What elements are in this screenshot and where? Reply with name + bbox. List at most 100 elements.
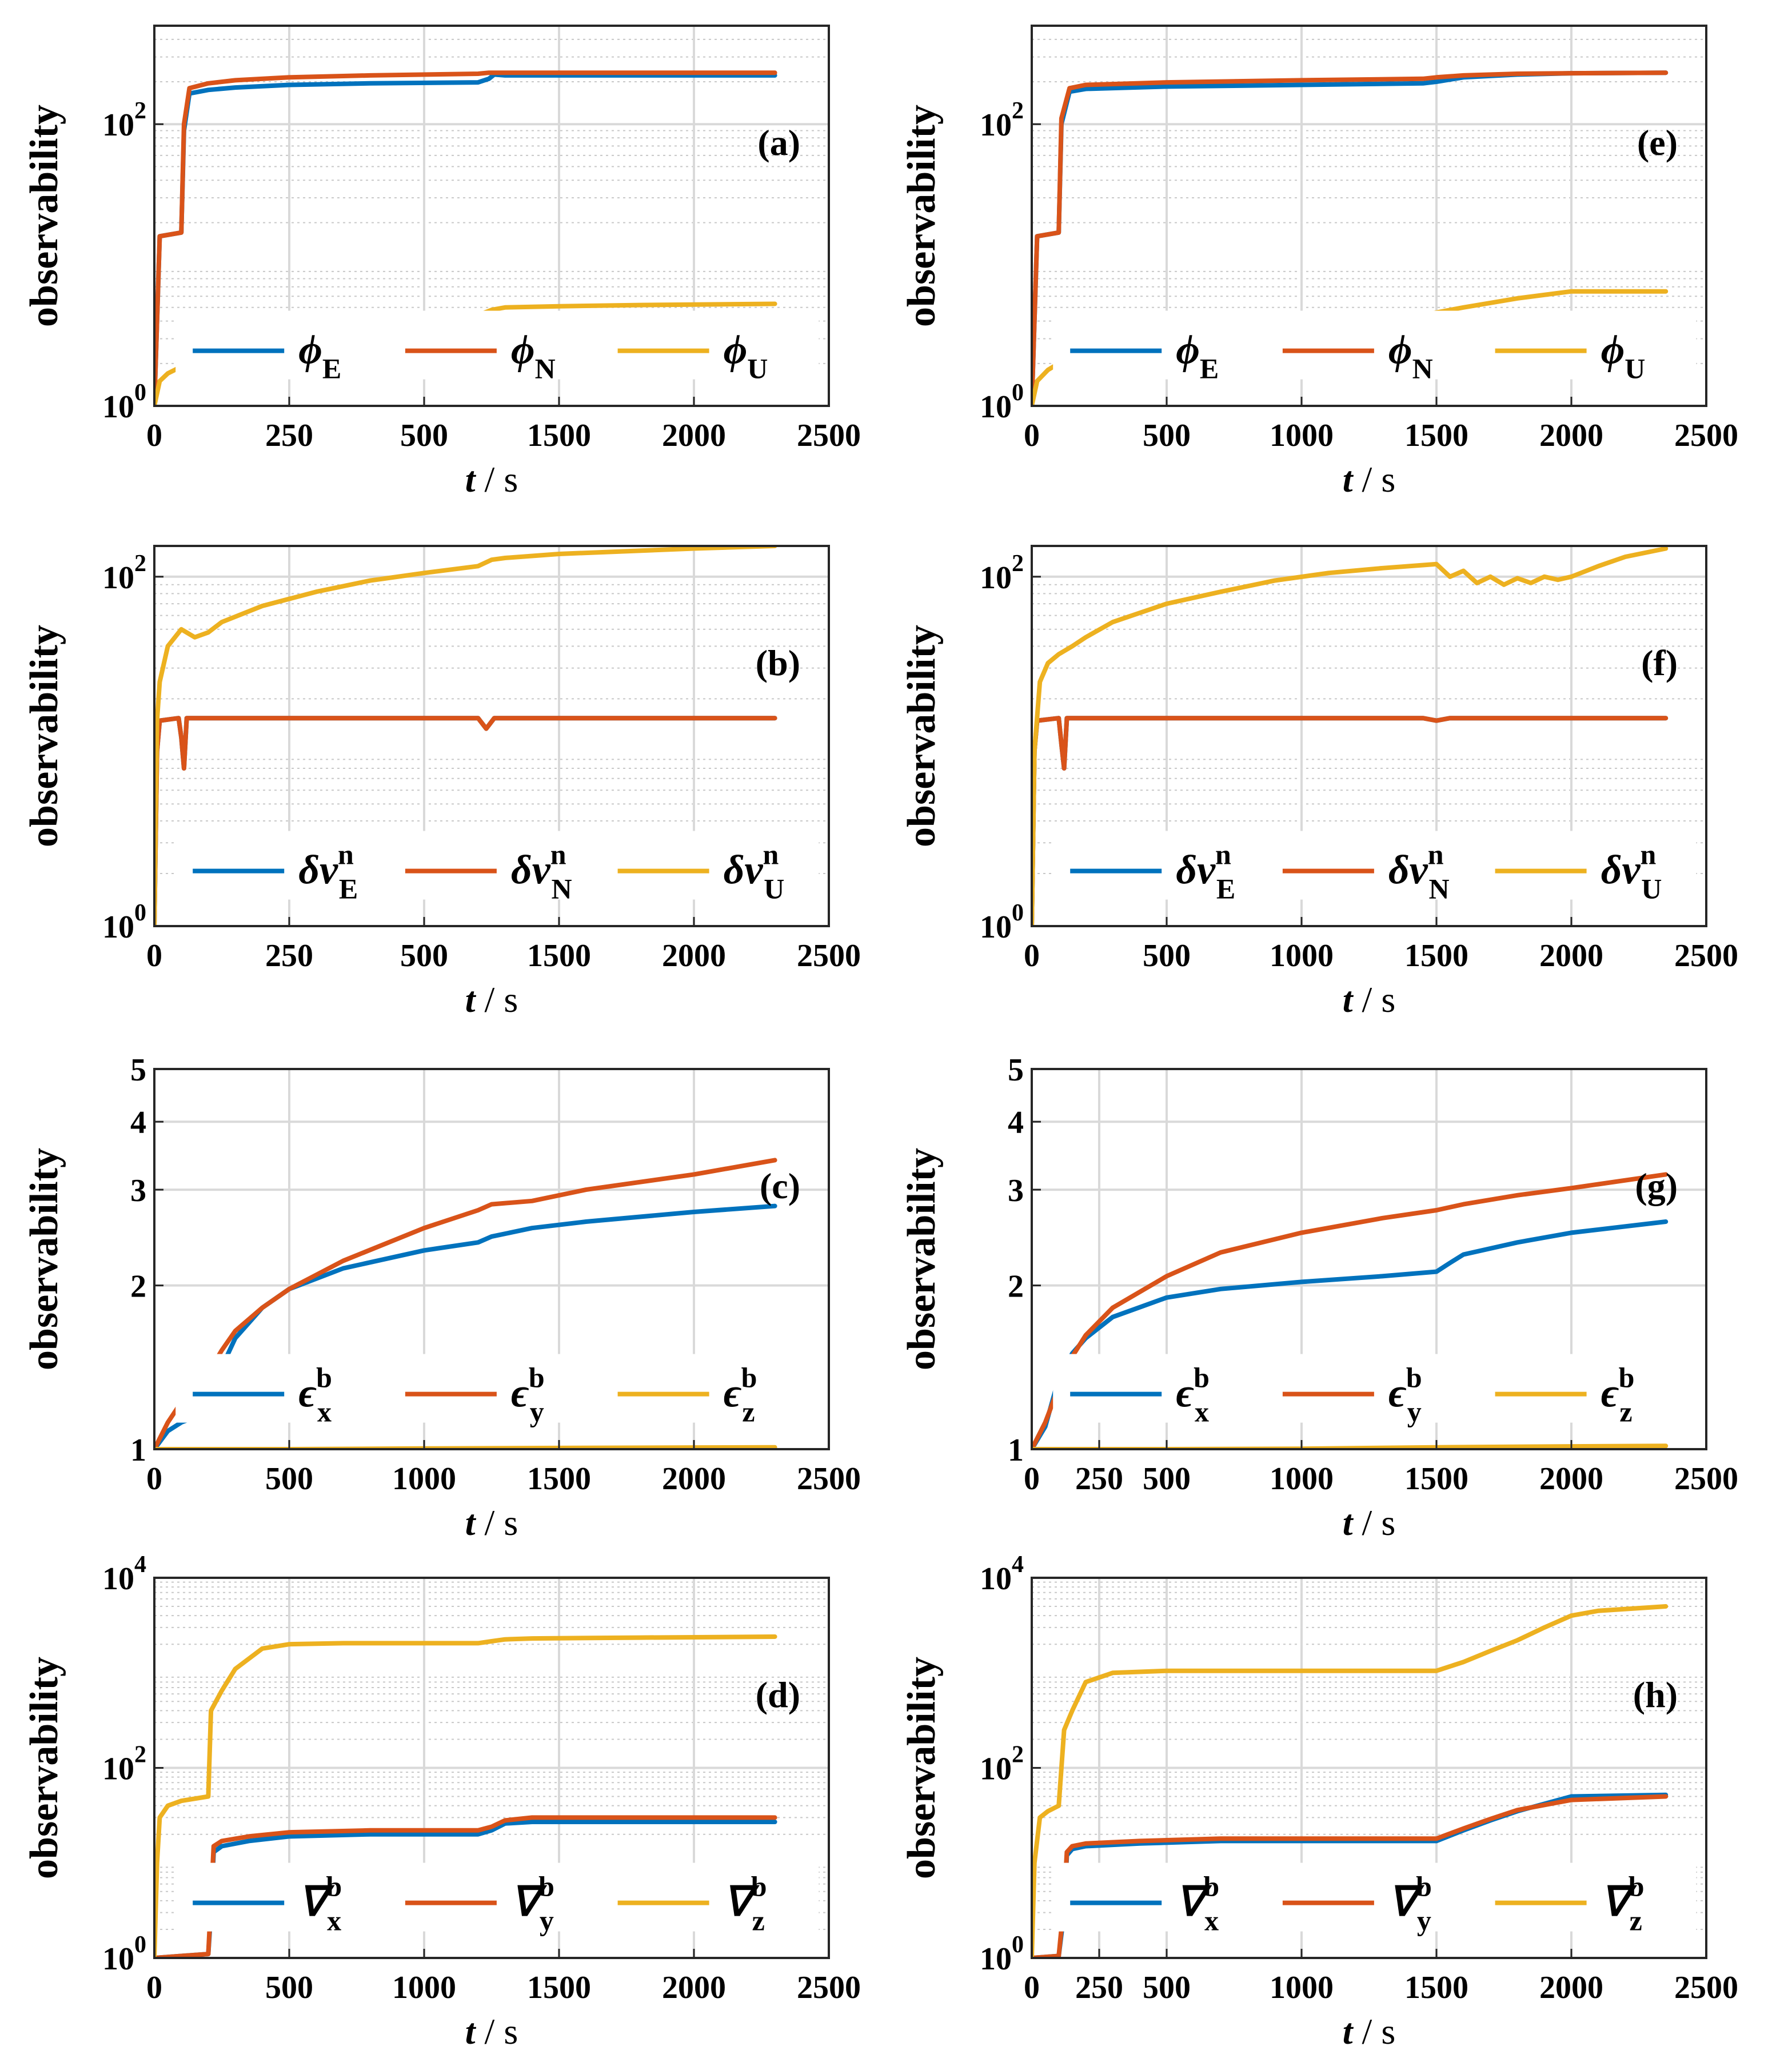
legend-entry: ∇b x: [1176, 1870, 1219, 1937]
series-line-f-2: [1032, 546, 1669, 926]
x-tick-label: 1500: [527, 938, 591, 974]
panel-label: (d): [756, 1674, 800, 1715]
legend-entry: δvn E: [298, 839, 358, 905]
x-tick-label: 500: [1143, 1970, 1191, 2005]
series-line-d-1: [154, 1815, 777, 1958]
panel-label: (e): [1637, 122, 1678, 163]
x-tick-label: 1500: [527, 418, 591, 453]
x-tick-label: 250: [1075, 1970, 1123, 2005]
legend-entry: ϵb z: [1601, 1362, 1635, 1428]
y-axis-label: observability: [900, 625, 944, 847]
x-tick-label: 2000: [662, 938, 726, 974]
series-line-e-1: [1032, 70, 1669, 406]
axes-box: [1031, 1068, 1707, 1450]
x-axis-label: t / s: [1343, 979, 1395, 1020]
x-axis-label: t / s: [465, 2011, 518, 2052]
legend-bg: [175, 831, 819, 900]
panel-b: 0 250 500 1500 2000 2500 100 102 observability t …: [22, 545, 861, 1020]
panel-e: 0 500 1000 1500 2000 2500 100 102 observability t…: [900, 25, 1738, 500]
legend-entry: ϕN: [511, 327, 556, 385]
legend: ϵb x ϵb y ϵb z: [175, 1354, 819, 1428]
y-tick-label: 100: [102, 380, 146, 425]
legend: ϕE ϕN ϕU: [1053, 310, 1697, 385]
series-line-b-2: [154, 546, 777, 926]
x-tick-label: 250: [265, 418, 313, 453]
x-tick-label: 2500: [797, 1461, 861, 1497]
x-axis-label: t / s: [1343, 459, 1395, 500]
legend-bg: [175, 1354, 819, 1423]
legend-entry: ϵb z: [724, 1362, 757, 1428]
y-tick-label: 100: [980, 900, 1024, 945]
series-line-b-1: [154, 716, 777, 926]
x-tick-label: 2000: [1539, 1970, 1603, 2005]
legend-entry: δvn E: [1176, 839, 1235, 905]
panel-label: (c): [760, 1166, 800, 1206]
x-tick-label: 1500: [527, 1461, 591, 1497]
legend-entry: ϕE: [1176, 327, 1219, 385]
legend-entry: ϕU: [724, 327, 768, 385]
legend-bg: [1053, 831, 1697, 900]
panel-label: (b): [756, 643, 800, 683]
x-tick-label: 2500: [1674, 418, 1738, 453]
legend-entry: ϕE: [298, 327, 341, 385]
x-tick-label: 0: [1024, 418, 1040, 453]
y-tick-label: 100: [102, 900, 146, 945]
y-axis-label: observability: [900, 105, 944, 327]
x-tick-label: 2500: [1674, 1970, 1738, 2005]
x-tick-label: 0: [1024, 1970, 1040, 2005]
legend-entry: ϵb x: [1176, 1362, 1210, 1428]
series-line-a-1: [154, 70, 777, 406]
x-tick-label: 2000: [662, 1461, 726, 1497]
y-tick-label: 100: [102, 1932, 146, 1977]
x-tick-label: 1500: [527, 1970, 591, 2005]
y-tick-label: 5: [130, 1052, 146, 1088]
y-axis-label: observability: [22, 105, 66, 327]
legend: ϵb x ϵb y ϵb z: [1053, 1354, 1697, 1428]
y-tick-label: 104: [980, 1552, 1024, 1597]
panel-label: (h): [1633, 1674, 1678, 1715]
x-tick-label: 250: [1075, 1461, 1123, 1497]
x-tick-label: 0: [1024, 938, 1040, 974]
x-tick-label: 2500: [1674, 1461, 1738, 1497]
panel-g: 0 250 500 1000 1500 2000 2500 1 2 3 4 5 observabilit…: [900, 1052, 1738, 1543]
legend: δvn E δvn N δvn U: [175, 831, 819, 905]
x-tick-label: 1000: [392, 1461, 456, 1497]
y-axis-label: observability: [900, 1657, 944, 1879]
panel-a: 0 250 500 1500 2000 2500 100 102 observability t …: [22, 25, 861, 500]
y-axis-label: observability: [22, 1148, 66, 1370]
x-tick-label: 2000: [662, 1970, 726, 2005]
axes-box: [153, 1068, 830, 1450]
x-tick-label: 2000: [1539, 938, 1603, 974]
y-tick-label: 102: [102, 98, 146, 143]
x-tick-label: 1500: [1404, 938, 1468, 974]
y-tick-label: 102: [980, 1742, 1024, 1787]
panel-label: (f): [1641, 643, 1678, 683]
x-axis-label: t / s: [1343, 2011, 1395, 2052]
legend-entry: ∇b y: [1388, 1870, 1432, 1937]
x-tick-label: 1000: [1270, 1461, 1334, 1497]
x-tick-label: 0: [1024, 1461, 1040, 1497]
x-tick-label: 2500: [797, 418, 861, 453]
panel-label: (g): [1635, 1166, 1678, 1206]
panel-h: 0 250 500 1000 1500 2000 2500 100 102 104 observab…: [900, 1552, 1738, 2052]
y-tick-label: 4: [130, 1105, 146, 1140]
legend: δvn E δvn N δvn U: [1053, 831, 1697, 905]
x-tick-label: 2000: [1539, 418, 1603, 453]
x-tick-label: 500: [400, 418, 448, 453]
y-tick-label: 104: [102, 1552, 146, 1597]
x-axis-label: t / s: [465, 979, 518, 1020]
legend-entry: ϕU: [1601, 327, 1646, 385]
x-tick-label: 500: [265, 1461, 313, 1497]
x-tick-label: 1500: [1404, 1970, 1468, 2005]
x-tick-label: 1000: [392, 1970, 456, 2005]
legend-entry: ϵb y: [511, 1362, 545, 1428]
x-tick-label: 250: [265, 938, 313, 974]
panel-c: 0 500 1000 1500 2000 2500 1 2 3 4 5 observability t …: [22, 1052, 861, 1543]
x-tick-label: 0: [146, 1970, 162, 2005]
x-tick-label: 500: [1143, 1461, 1191, 1497]
legend-bg: [175, 310, 819, 380]
axes-box: [1031, 545, 1707, 927]
y-tick-label: 102: [980, 98, 1024, 143]
series-line-d-2: [154, 1634, 777, 1958]
